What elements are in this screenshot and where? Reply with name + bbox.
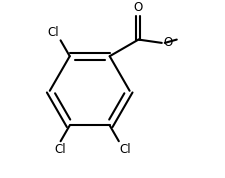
Text: Cl: Cl: [47, 26, 59, 39]
Text: O: O: [163, 36, 172, 49]
Text: Cl: Cl: [54, 143, 65, 156]
Text: Cl: Cl: [119, 143, 131, 156]
Text: O: O: [133, 1, 142, 14]
